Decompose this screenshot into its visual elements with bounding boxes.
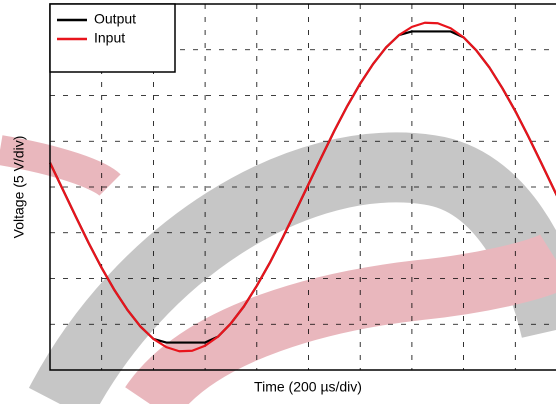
legend: Output Input xyxy=(49,3,176,73)
plot-frame xyxy=(49,3,556,371)
watermark-pink-arc xyxy=(0,135,121,197)
series-line xyxy=(49,21,556,353)
y-axis-label: Voltage (5 V/div) xyxy=(11,136,27,239)
watermark-pink-band xyxy=(125,233,556,404)
plot xyxy=(49,3,556,371)
watermark xyxy=(0,132,556,404)
x-axis-label: Time (200 µs/div) xyxy=(254,379,362,395)
legend-items: Output Input xyxy=(57,11,136,46)
legend-label: Input xyxy=(94,30,125,46)
legend-label: Output xyxy=(94,11,136,27)
